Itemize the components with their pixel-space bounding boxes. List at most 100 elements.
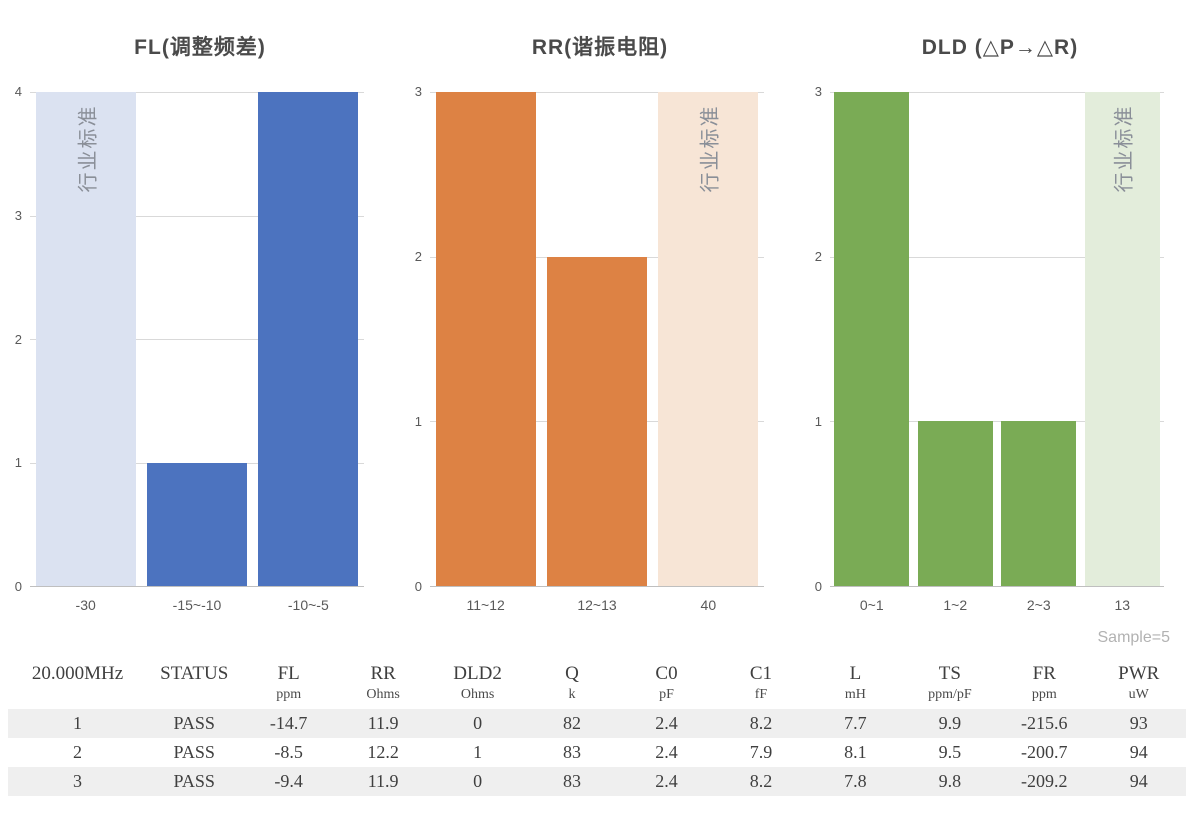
y-tick-label: 4 bbox=[14, 84, 22, 99]
column-header-TS: TS bbox=[938, 663, 961, 684]
x-tick-label: 11~12 bbox=[466, 597, 505, 613]
bar-2~3 bbox=[1001, 421, 1077, 586]
column-unit: uW bbox=[1128, 687, 1149, 702]
measurement-table: 20.000MHz STATUS FL RR DLD2 Q C0 C1 L TS FR PWR ppm O… bbox=[8, 651, 1186, 796]
column-header-PWR: PWR bbox=[1118, 663, 1160, 684]
plot-area: 行业标准 bbox=[30, 92, 364, 587]
y-axis: 0 1 2 3 bbox=[800, 84, 830, 594]
y-tick-label: 3 bbox=[414, 84, 422, 99]
y-tick-label: 0 bbox=[814, 579, 822, 594]
plot-area: 行业标准 bbox=[830, 92, 1164, 587]
industry-standard-band: 行业标准 bbox=[1084, 92, 1160, 586]
column-unit: k bbox=[568, 687, 576, 702]
y-axis: 0 1 2 3 bbox=[400, 84, 430, 594]
bar--10~-5 bbox=[258, 92, 359, 586]
gridline bbox=[30, 339, 364, 340]
table-row: 1 PASS -14.7 11.9 0 82 2.4 8.2 7.7 9.9 -215.6 93 bbox=[8, 709, 1186, 738]
y-tick-label: 1 bbox=[414, 414, 422, 430]
x-tick-label: -30 bbox=[75, 597, 96, 613]
table-cell: 83 bbox=[563, 771, 582, 791]
column-header-DLD2: DLD2 bbox=[453, 663, 502, 684]
y-tick-label: 0 bbox=[14, 579, 22, 594]
gridline bbox=[830, 92, 1164, 93]
x-tick-label: -10~-5 bbox=[287, 597, 329, 613]
column-unit: ppm/pF bbox=[928, 687, 972, 702]
bar-1~2 bbox=[917, 421, 993, 586]
x-tick-label: -15~-10 bbox=[172, 597, 222, 613]
column-unit bbox=[147, 687, 241, 709]
chart-title-fl: FL(调整频差) bbox=[134, 36, 266, 59]
table-cell: PASS bbox=[173, 771, 215, 791]
table-cell: 9.5 bbox=[938, 742, 962, 762]
column-header-Q: Q bbox=[565, 663, 579, 684]
table-cell: 83 bbox=[563, 742, 582, 762]
table-cell: 94 bbox=[1129, 742, 1148, 762]
table-cell: -209.2 bbox=[1021, 771, 1068, 791]
table-cell: 82 bbox=[563, 713, 582, 733]
charts-row: FL(调整频差) 0 1 2 3 4 行业标准 -30 -15~-10 -10~-5 RR(… bbox=[0, 36, 1164, 625]
table-cell: 8.2 bbox=[749, 771, 773, 791]
plot-area: 行业标准 bbox=[430, 92, 764, 587]
table-cell: 7.7 bbox=[844, 713, 867, 733]
column-unit: Ohms bbox=[460, 687, 495, 702]
column-unit: pF bbox=[659, 687, 674, 702]
table-cell: 9.9 bbox=[938, 713, 962, 733]
gridline bbox=[30, 92, 364, 93]
column-header-C1: C1 bbox=[749, 663, 773, 684]
column-unit: ppm bbox=[1031, 687, 1057, 702]
y-tick-label: 3 bbox=[814, 84, 822, 99]
bar--15~-10 bbox=[146, 462, 248, 586]
table-cell: -9.4 bbox=[274, 771, 303, 791]
industry-standard-label: 行业标准 bbox=[699, 104, 722, 193]
y-tick-label: 3 bbox=[14, 207, 22, 223]
x-tick-label: 13 bbox=[1114, 597, 1131, 613]
table-cell: 7.8 bbox=[844, 771, 867, 791]
quartz-crystal-test-report: FL(调整频差) 0 1 2 3 4 行业标准 -30 -15~-10 -10~-5 RR(… bbox=[0, 36, 1200, 796]
table-units-row: ppm Ohms Ohms k pF fF mH ppm/pF ppm uW bbox=[8, 687, 1186, 709]
chart-title-dld: DLD (△P→△R) bbox=[921, 36, 1079, 59]
column-header-STATUS: STATUS bbox=[160, 663, 229, 684]
chart-body: 0 1 2 3 4 行业标准 bbox=[0, 84, 400, 594]
industry-standard-label: 行业标准 bbox=[77, 104, 100, 193]
industry-standard-band: 行业标准 bbox=[35, 92, 136, 586]
table-row: 2 PASS -8.5 12.2 1 83 2.4 7.9 8.1 9.5 -200.7 94 bbox=[8, 738, 1186, 767]
y-axis: 0 1 2 3 4 bbox=[0, 84, 30, 594]
table-cell: 7.9 bbox=[749, 742, 773, 762]
table-head: 20.000MHz STATUS FL RR DLD2 Q C0 C1 L TS FR PWR ppm O… bbox=[8, 651, 1186, 709]
table-cell: 0 bbox=[473, 771, 483, 791]
table-cell: 8.1 bbox=[844, 742, 867, 762]
column-header-C0: C0 bbox=[655, 663, 678, 684]
table-row: 3 PASS -9.4 11.9 0 83 2.4 8.2 7.8 9.8 -209.2 94 bbox=[8, 767, 1186, 796]
column-unit: ppm bbox=[276, 687, 302, 702]
x-axis-labels: -30 -15~-10 -10~-5 bbox=[30, 587, 364, 625]
y-tick-label: 2 bbox=[14, 331, 22, 347]
column-unit: Ohms bbox=[366, 687, 400, 702]
chart-title-rr: RR(谐振电阻) bbox=[531, 36, 669, 59]
table-cell: 1 bbox=[73, 713, 82, 733]
x-tick-label: 0~1 bbox=[859, 597, 884, 613]
table-cell: PASS bbox=[173, 742, 215, 762]
table-cell: 9.8 bbox=[938, 771, 962, 791]
x-tick-label: 1~2 bbox=[943, 597, 968, 613]
table-cell: 11.9 bbox=[367, 713, 399, 733]
y-tick-label: 2 bbox=[414, 249, 422, 265]
table-cell: -8.5 bbox=[274, 742, 303, 762]
gridline bbox=[830, 256, 1164, 258]
table-section: Sample=5 20.000MHz STATUS FL RR DLD2 Q C0 C1 L TS… bbox=[0, 625, 1200, 796]
column-unit: fF bbox=[754, 687, 768, 702]
y-tick-label: 2 bbox=[814, 249, 822, 265]
table-cell: -14.7 bbox=[269, 713, 308, 733]
industry-standard-band: 行业标准 bbox=[658, 92, 759, 586]
table-header-row: 20.000MHz STATUS FL RR DLD2 Q C0 C1 L TS FR PWR bbox=[8, 651, 1186, 687]
column-header-RR: RR bbox=[370, 663, 396, 684]
table-cell: 1 bbox=[473, 742, 483, 762]
gridline bbox=[430, 92, 764, 93]
y-tick-label: 0 bbox=[414, 579, 422, 594]
bar-0~1 bbox=[834, 92, 910, 586]
x-tick-label: 12~13 bbox=[577, 597, 617, 613]
table-cell: 2.4 bbox=[655, 771, 678, 791]
table-cell: -215.6 bbox=[1021, 713, 1068, 733]
table-cell: 12.2 bbox=[367, 742, 399, 762]
y-tick-label: 1 bbox=[14, 455, 22, 471]
column-header-20.000MHz: 20.000MHz bbox=[31, 663, 124, 684]
